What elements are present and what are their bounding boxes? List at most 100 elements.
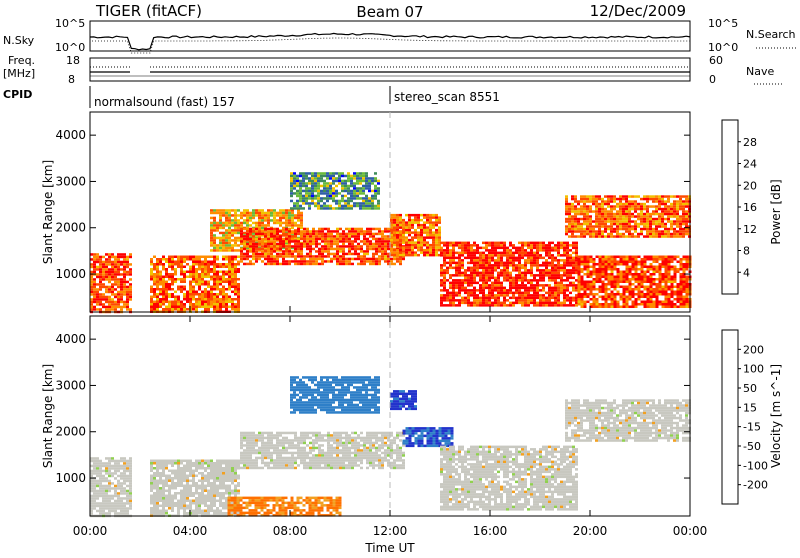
heatmap-cell (114, 268, 117, 271)
heatmap-cell (482, 287, 485, 290)
heatmap-cell (213, 293, 216, 296)
heatmap-cell (420, 234, 423, 237)
heatmap-cell (159, 276, 162, 279)
heatmap-cell (105, 465, 108, 468)
heatmap-cell (625, 198, 628, 201)
heatmap-cell (533, 254, 536, 257)
heatmap-cell (317, 207, 320, 210)
heatmap-cell (369, 258, 372, 261)
heatmap-cell (222, 276, 225, 279)
heatmap-cell (222, 291, 225, 294)
heatmap-cell (96, 273, 99, 276)
heatmap-cell (297, 219, 300, 222)
heatmap-cell (204, 261, 207, 264)
heatmap-cell (156, 303, 159, 306)
heatmap-cell (93, 278, 96, 281)
heatmap-cell (213, 308, 216, 311)
heatmap-cell (596, 256, 599, 259)
heatmap-cell (300, 263, 303, 266)
heatmap-cell (302, 175, 305, 178)
heatmap-cell (464, 244, 467, 247)
heatmap-cell (551, 249, 554, 252)
heatmap-cell (500, 304, 503, 307)
heatmap-cell (497, 254, 500, 257)
heatmap-cell (638, 288, 641, 291)
heatmap-cell (318, 258, 321, 261)
heatmap-cell (611, 301, 614, 304)
heatmap-cell (683, 291, 686, 294)
heatmap-cell (476, 267, 479, 270)
heatmap-cell (593, 278, 596, 281)
heatmap-cell (476, 257, 479, 260)
heatmap-cell (473, 262, 476, 265)
heatmap-cell (586, 218, 589, 221)
heatmap-cell (342, 238, 345, 241)
heatmap-cell (225, 242, 228, 245)
heatmap-cell (240, 255, 243, 258)
heatmap-cell (649, 218, 652, 221)
heatmap-cell (554, 292, 557, 295)
heatmap-cell (647, 286, 650, 289)
heatmap-cell (476, 249, 479, 252)
heatmap-cell (213, 227, 216, 230)
heatmap-cell (314, 187, 317, 190)
heatmap-cell (267, 248, 270, 251)
heatmap-cell (126, 298, 129, 301)
freq-label-2: [MHz] (3, 67, 35, 80)
heatmap-cell (293, 180, 296, 183)
heatmap-cell (165, 308, 168, 311)
heatmap-cell (587, 276, 590, 279)
heatmap-cell (626, 281, 629, 284)
heatmap-cell (449, 244, 452, 247)
heatmap-cell (156, 268, 159, 271)
heatmap-cell (616, 205, 619, 208)
heatmap-cell (225, 308, 228, 311)
heatmap-cell (324, 243, 327, 246)
heatmap-cell (590, 261, 593, 264)
heatmap-cell (668, 306, 671, 309)
heatmap-cell (683, 268, 686, 271)
heatmap-cell (512, 259, 515, 262)
heatmap-cell (249, 263, 252, 266)
heatmap-cell (222, 256, 225, 259)
heatmap-cell (156, 276, 159, 279)
heatmap-cell (326, 185, 329, 188)
heatmap-cell (201, 301, 204, 304)
heatmap-cell (296, 195, 299, 198)
heatmap-cell (530, 247, 533, 250)
heatmap-cell (557, 282, 560, 285)
heatmap-cell (635, 258, 638, 261)
heatmap-cell (99, 276, 102, 279)
heatmap-cell (521, 242, 524, 245)
heatmap-cell (159, 283, 162, 286)
heatmap-cell (488, 257, 491, 260)
heatmap-cell (494, 244, 497, 247)
heatmap-cell (617, 293, 620, 296)
heatmap-cell (216, 249, 219, 252)
heatmap-cell (368, 197, 371, 200)
heatmap-cell (171, 293, 174, 296)
heatmap-cell (485, 284, 488, 287)
heatmap-cell (288, 263, 291, 266)
heatmap-cell (362, 190, 365, 193)
heatmap-cell (536, 289, 539, 292)
heatmap-cell (153, 301, 156, 304)
heatmap-cell (620, 278, 623, 281)
heatmap-cell (114, 308, 117, 311)
heatmap-cell (614, 296, 617, 299)
heatmap-cell (488, 302, 491, 305)
heatmap-cell (449, 294, 452, 297)
heatmap-cell (317, 197, 320, 200)
heatmap-cell (156, 258, 159, 261)
heatmap-cell (614, 306, 617, 309)
heatmap-cell (464, 279, 467, 282)
heatmap-cell (676, 208, 679, 211)
heatmap-cell (527, 294, 530, 297)
heatmap-cell (649, 233, 652, 236)
heatmap-cell (303, 238, 306, 241)
heatmap-cell (608, 303, 611, 306)
heatmap-cell (234, 229, 237, 232)
heatmap-cell (213, 237, 216, 240)
heatmap-cell (333, 255, 336, 258)
heatmap-cell (586, 215, 589, 218)
